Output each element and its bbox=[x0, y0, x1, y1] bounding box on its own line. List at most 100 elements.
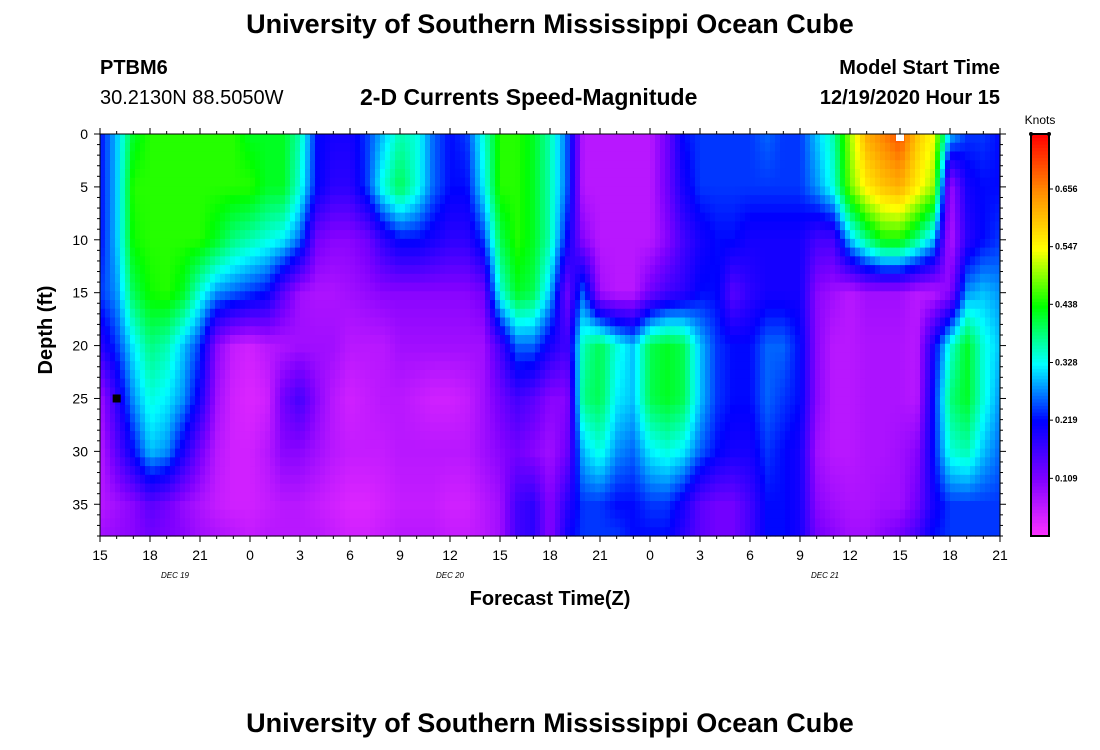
heatmap-cell bbox=[570, 352, 576, 362]
heatmap-cell bbox=[360, 151, 366, 161]
heatmap-cell bbox=[930, 273, 936, 284]
heatmap-cell bbox=[930, 168, 936, 179]
heatmap-cell bbox=[300, 177, 306, 188]
heatmap-cell bbox=[790, 326, 796, 336]
heatmap-cell bbox=[350, 282, 356, 292]
heatmap-cell bbox=[865, 230, 871, 240]
heatmap-cell bbox=[700, 168, 706, 179]
heatmap-cell bbox=[160, 247, 166, 257]
heatmap-cell bbox=[945, 291, 951, 301]
heatmap-cell bbox=[875, 282, 881, 292]
heatmap-cell bbox=[305, 265, 311, 275]
heatmap-cell bbox=[595, 142, 601, 153]
heatmap-cell bbox=[755, 177, 761, 188]
heatmap-cell bbox=[905, 282, 911, 292]
heatmap-cell bbox=[395, 134, 401, 144]
heatmap-cell bbox=[320, 203, 326, 214]
heatmap-cell bbox=[675, 221, 681, 231]
heatmap-cell bbox=[715, 238, 721, 249]
heatmap-cell bbox=[235, 352, 241, 362]
heatmap-cell bbox=[665, 273, 671, 284]
heatmap-cell bbox=[415, 151, 421, 161]
heatmap-cell bbox=[975, 335, 981, 345]
heatmap-cell bbox=[125, 343, 131, 354]
heatmap-cell bbox=[355, 352, 361, 362]
heatmap-cell bbox=[160, 308, 166, 319]
heatmap-cell bbox=[155, 160, 161, 170]
heatmap-cell bbox=[495, 142, 501, 153]
heatmap-cell bbox=[660, 177, 666, 188]
heatmap-cell bbox=[825, 195, 831, 205]
heatmap-cell bbox=[125, 265, 131, 275]
heatmap-cell bbox=[490, 326, 496, 336]
heatmap-cell bbox=[185, 195, 191, 205]
heatmap-cell bbox=[145, 168, 151, 179]
heatmap-cell bbox=[500, 186, 506, 196]
heatmap-cell bbox=[835, 282, 841, 292]
heatmap-cell bbox=[350, 212, 356, 222]
heatmap-cell bbox=[865, 352, 871, 362]
heatmap-cell bbox=[600, 212, 606, 222]
heatmap-cell bbox=[510, 186, 516, 196]
heatmap-cell bbox=[845, 265, 851, 275]
heatmap-cell bbox=[670, 291, 676, 301]
heatmap-cell bbox=[585, 186, 591, 196]
heatmap-cell bbox=[330, 273, 336, 284]
heatmap-cell bbox=[130, 230, 136, 240]
heatmap-cell bbox=[570, 221, 576, 231]
heatmap-cell bbox=[635, 212, 641, 222]
heatmap-cell bbox=[455, 160, 461, 170]
heatmap-cell bbox=[275, 361, 281, 371]
heatmap-cell bbox=[970, 212, 976, 222]
heatmap-cell bbox=[500, 361, 506, 371]
heatmap-cell bbox=[945, 317, 951, 327]
heatmap-cell bbox=[655, 265, 661, 275]
heatmap-cell bbox=[840, 326, 846, 336]
heatmap-cell bbox=[855, 326, 861, 336]
heatmap-cell bbox=[505, 369, 511, 380]
heatmap-cell bbox=[325, 168, 331, 179]
heatmap-cell bbox=[465, 256, 471, 266]
heatmap-cell bbox=[890, 343, 896, 354]
heatmap-cell bbox=[675, 195, 681, 205]
heatmap-cell bbox=[390, 142, 396, 153]
heatmap-cell bbox=[685, 265, 691, 275]
heatmap-cell bbox=[815, 361, 821, 371]
heatmap-cell bbox=[535, 221, 541, 231]
heatmap-cell bbox=[600, 291, 606, 301]
heatmap-cell bbox=[865, 343, 871, 354]
heatmap-cell bbox=[160, 300, 166, 310]
heatmap-cell bbox=[675, 300, 681, 310]
heatmap-cell bbox=[580, 230, 586, 240]
heatmap-cell bbox=[955, 317, 961, 327]
heatmap-cell bbox=[115, 352, 121, 362]
heatmap-cell bbox=[580, 221, 586, 231]
heatmap-cell bbox=[870, 186, 876, 196]
heatmap-cell bbox=[260, 247, 266, 257]
heatmap-cell bbox=[815, 273, 821, 284]
heatmap-cell bbox=[555, 343, 561, 354]
heatmap-cell bbox=[480, 256, 486, 266]
heatmap-cell bbox=[955, 273, 961, 284]
heatmap-cell bbox=[405, 291, 411, 301]
heatmap-cell bbox=[165, 361, 171, 371]
heatmap-cell bbox=[755, 195, 761, 205]
heatmap-cell bbox=[255, 238, 261, 249]
heatmap-cell bbox=[290, 300, 296, 310]
heatmap-cell bbox=[205, 317, 211, 327]
heatmap-cell bbox=[100, 256, 106, 266]
heatmap-cell bbox=[285, 335, 291, 345]
heatmap-cell bbox=[515, 134, 521, 144]
heatmap-cell bbox=[565, 265, 571, 275]
heatmap-cell bbox=[275, 326, 281, 336]
heatmap-cell bbox=[175, 186, 181, 196]
heatmap-cell bbox=[615, 212, 621, 222]
heatmap-cell bbox=[270, 134, 276, 144]
heatmap-cell bbox=[475, 335, 481, 345]
heatmap-cell bbox=[475, 212, 481, 222]
heatmap-cell bbox=[260, 134, 266, 144]
heatmap-cell bbox=[555, 230, 561, 240]
heatmap-cell bbox=[195, 186, 201, 196]
heatmap-cell bbox=[430, 300, 436, 310]
heatmap-cell bbox=[635, 265, 641, 275]
